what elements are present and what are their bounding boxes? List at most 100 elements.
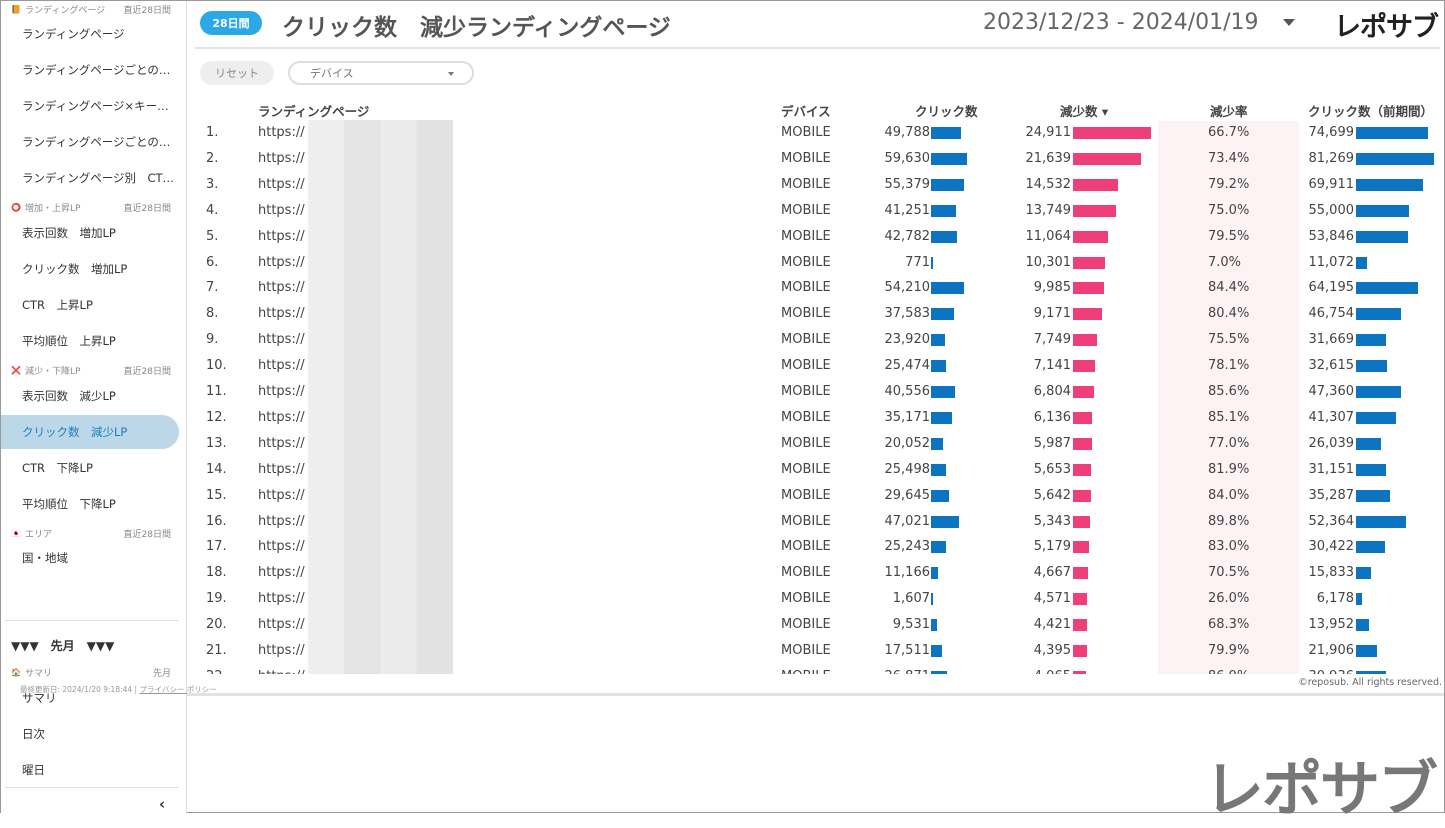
landing-page-url[interactable]: https:// bbox=[258, 565, 305, 581]
reset-button[interactable]: リセット bbox=[200, 61, 274, 85]
table-row[interactable]: 20. https:// MOBILE 9,531 4,421 68.3% 13,952 bbox=[187, 612, 1445, 639]
table-row[interactable]: 15. https:// MOBILE 29,645 5,642 84.0% 35,287 bbox=[187, 482, 1445, 509]
table-row[interactable]: 17. https:// MOBILE 25,243 5,179 83.0% 30,422 bbox=[187, 534, 1445, 561]
sidebar-item[interactable]: 国・地域 bbox=[22, 551, 68, 565]
decrease: 4,421 bbox=[1033, 617, 1071, 633]
table-row[interactable]: 6. https:// MOBILE 771 10,301 7.0% 11,072 bbox=[187, 249, 1445, 276]
landing-page-url[interactable]: https:// bbox=[258, 280, 305, 296]
header-clicks[interactable]: クリック数 bbox=[915, 104, 978, 119]
row-index: 3. bbox=[206, 176, 219, 192]
device: MOBILE bbox=[781, 254, 831, 270]
header-device[interactable]: デバイス bbox=[781, 104, 831, 119]
logo: レポサブ bbox=[1334, 12, 1439, 43]
table-row[interactable]: 13. https:// MOBILE 20,052 5,987 77.0% 26,039 bbox=[187, 430, 1445, 457]
sidebar-item[interactable]: サマリ bbox=[22, 691, 57, 705]
table-row[interactable]: 21. https:// MOBILE 17,511 4,395 79.9% 21,906 bbox=[187, 638, 1445, 664]
rate-column-background bbox=[1158, 121, 1299, 674]
table-row[interactable]: 1. https:// MOBILE 49,788 24,911 66.7% 74,699 bbox=[187, 120, 1445, 146]
table-row[interactable]: 2. https:// MOBILE 59,630 21,639 73.4% 81,269 bbox=[187, 145, 1445, 172]
sidebar-item[interactable]: 日次 bbox=[22, 727, 45, 741]
section-header: 🇯🇵 エリア 直近28日間 bbox=[11, 527, 171, 540]
prev-clicks-bar bbox=[1356, 360, 1388, 373]
landing-page-url[interactable]: https:// bbox=[258, 539, 305, 555]
header-prev-clicks[interactable]: クリック数（前期間） bbox=[1308, 104, 1434, 119]
decrease-bar bbox=[1073, 463, 1091, 476]
date-range-picker[interactable]: 2023/12/23 - 2024/01/19 bbox=[983, 10, 1259, 35]
landing-page-url[interactable]: https:// bbox=[258, 358, 305, 374]
collapse-sidebar-icon[interactable]: ‹ bbox=[159, 795, 166, 813]
landing-page-url[interactable]: https:// bbox=[258, 617, 305, 633]
sidebar-item[interactable]: CTR 下降LP bbox=[22, 461, 93, 475]
date-dropdown-caret-icon[interactable] bbox=[1283, 19, 1295, 26]
table-row[interactable]: 3. https:// MOBILE 55,379 14,532 79.2% 69,911 bbox=[187, 171, 1445, 198]
landing-page-url[interactable]: https:// bbox=[258, 150, 305, 166]
section-title: 🏠 サマリ bbox=[11, 666, 52, 679]
clicks-bar bbox=[931, 204, 956, 217]
sidebar-item[interactable]: 平均順位 上昇LP bbox=[22, 334, 116, 348]
clicks: 26,871 bbox=[885, 669, 931, 674]
table-row[interactable]: 14. https:// MOBILE 25,498 5,653 81.9% 31,151 bbox=[187, 456, 1445, 483]
sidebar-item[interactable]: ランディングページ bbox=[22, 27, 125, 41]
row-index: 21. bbox=[206, 643, 227, 658]
landing-page-url[interactable]: https:// bbox=[258, 461, 305, 477]
landing-page-url[interactable]: https:// bbox=[258, 384, 305, 399]
header-decrease-rate[interactable]: 減少率 bbox=[1210, 104, 1248, 119]
table-row[interactable]: 4. https:// MOBILE 41,251 13,749 75.0% 55,000 bbox=[187, 197, 1445, 224]
decrease-bar bbox=[1073, 178, 1119, 191]
table-row[interactable]: 16. https:// MOBILE 47,021 5,343 89.8% 52,364 bbox=[187, 508, 1445, 535]
table-row[interactable]: 18. https:// MOBILE 11,166 4,667 70.5% 15,833 bbox=[187, 560, 1445, 587]
sidebar-item[interactable]: ランディングページごとの… bbox=[22, 135, 171, 149]
sidebar-item[interactable]: 表示回数 減少LP bbox=[22, 389, 116, 403]
device: MOBILE bbox=[781, 435, 831, 451]
landing-page-url[interactable]: https:// bbox=[258, 513, 305, 529]
clicks: 47,021 bbox=[884, 513, 931, 529]
header-landing-page[interactable]: ランディングページ bbox=[258, 104, 370, 119]
prev-clicks-bar bbox=[1356, 230, 1408, 243]
table-row[interactable]: 9. https:// MOBILE 23,920 7,749 75.5% 31,669 bbox=[187, 327, 1445, 354]
landing-page-url[interactable]: https:// bbox=[258, 669, 305, 674]
watermark-logo: レポサブ bbox=[1204, 755, 1438, 825]
row-index: 17. bbox=[206, 539, 227, 555]
sidebar-item[interactable]: クリック数 増加LP bbox=[22, 262, 128, 276]
decrease-rate: 73.4% bbox=[1208, 150, 1250, 166]
landing-page-url[interactable]: https:// bbox=[258, 125, 305, 140]
table-row[interactable]: 5. https:// MOBILE 42,782 11,064 79.5% 53,846 bbox=[187, 223, 1445, 250]
landing-page-url[interactable]: https:// bbox=[258, 435, 305, 451]
sidebar-item[interactable]: 平均順位 下降LP bbox=[22, 497, 116, 511]
landing-page-url[interactable]: https:// bbox=[258, 176, 305, 192]
landing-page-url[interactable]: https:// bbox=[258, 332, 305, 348]
sidebar-item[interactable]: CTR 上昇LP bbox=[22, 298, 93, 312]
clicks-bar bbox=[931, 127, 961, 139]
landing-page-url[interactable]: https:// bbox=[258, 409, 305, 425]
sidebar-item[interactable]: ランディングページごとの… bbox=[22, 63, 171, 77]
decrease-bar bbox=[1073, 282, 1105, 295]
table-row[interactable]: 10. https:// MOBILE 25,474 7,141 78.1% 32,615 bbox=[187, 353, 1445, 380]
landing-page-url[interactable]: https:// bbox=[258, 254, 305, 270]
sidebar-item[interactable]: 表示回数 増加LP bbox=[22, 226, 116, 240]
table-row[interactable]: 7. https:// MOBILE 54,210 9,985 84.4% 64,195 bbox=[187, 275, 1445, 302]
device-filter-dropdown[interactable]: デバイス bbox=[288, 61, 474, 85]
decrease-bar bbox=[1073, 256, 1106, 269]
device: MOBILE bbox=[781, 643, 831, 658]
landing-page-url[interactable]: https:// bbox=[258, 591, 305, 607]
table-row[interactable]: 11. https:// MOBILE 40,556 6,804 85.6% 47,360 bbox=[187, 379, 1445, 405]
privacy-link[interactable]: プライバシー ポリシー bbox=[139, 685, 217, 694]
decrease-bar bbox=[1073, 541, 1090, 554]
japan-flag-icon: 🇯🇵 bbox=[11, 529, 21, 538]
landing-page-url[interactable]: https:// bbox=[258, 306, 305, 322]
sidebar-item[interactable]: 曜日 bbox=[22, 763, 45, 777]
device-filter-label: デバイス bbox=[310, 67, 354, 80]
sidebar-item[interactable]: ランディングページ別 CT… bbox=[22, 171, 175, 185]
table-row[interactable]: 22. https:// MOBILE 26,871 4,065 86.9% 30,936 bbox=[187, 663, 1445, 674]
table-row[interactable]: 8. https:// MOBILE 37,583 9,171 80.4% 46,754 bbox=[187, 301, 1445, 328]
sidebar-item[interactable]: クリック数 減少LP bbox=[1, 415, 179, 449]
landing-page-url[interactable]: https:// bbox=[258, 643, 305, 658]
landing-page-url[interactable]: https:// bbox=[258, 228, 305, 244]
landing-page-url[interactable]: https:// bbox=[258, 202, 305, 218]
prev-clicks-bar bbox=[1356, 463, 1386, 476]
sidebar-item[interactable]: ランディングページ×キー… bbox=[22, 99, 169, 113]
landing-page-url[interactable]: https:// bbox=[258, 487, 305, 503]
header-decrease[interactable]: 減少数 ▾ bbox=[1060, 104, 1109, 119]
table-row[interactable]: 12. https:// MOBILE 35,171 6,136 85.1% 41,307 bbox=[187, 404, 1445, 431]
table-row[interactable]: 19. https:// MOBILE 1,607 4,571 26.0% 6,178 bbox=[187, 586, 1445, 613]
